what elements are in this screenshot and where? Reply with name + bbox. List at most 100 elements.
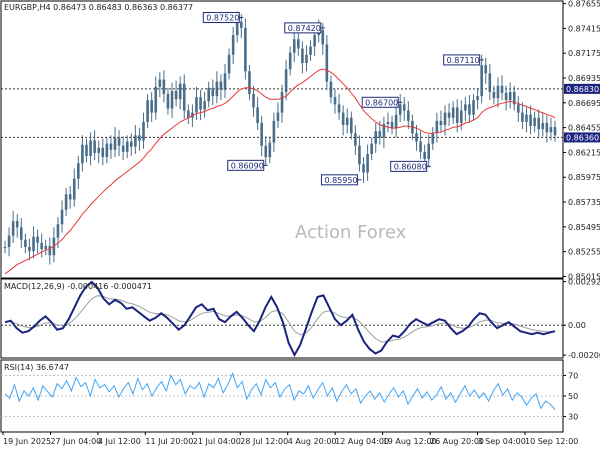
candle-body: [525, 114, 528, 122]
candle-body: [252, 94, 255, 108]
xaxis-tick-label: 10 Sep 12:00: [525, 437, 578, 446]
xaxis-tick-label: 3 Sep 04:00: [478, 437, 526, 446]
candle-body: [280, 91, 284, 113]
xaxis-tick-label: 27 Jun 04:00: [50, 437, 101, 446]
candle-body: [195, 97, 198, 113]
candle-body: [48, 245, 52, 256]
candle-body: [451, 107, 455, 118]
level-badge-label: 0.86360: [566, 133, 599, 142]
price-ytick-label: 0.85735: [568, 198, 600, 207]
candle-body: [125, 141, 129, 152]
candle-body: [64, 194, 68, 210]
xaxis-tick-label: 21 Jul 04:00: [193, 437, 241, 446]
level-badge: [564, 132, 600, 143]
candle-body: [455, 107, 459, 123]
candle-body: [313, 35, 316, 47]
candle-body: [309, 46, 312, 55]
candle-body: [292, 39, 296, 53]
candle-body: [537, 117, 541, 130]
candle-body: [305, 54, 308, 64]
candle-body: [464, 104, 467, 111]
candle-body: [7, 235, 11, 247]
price-ytick-label: 0.85255: [568, 248, 600, 257]
price-annotation-label: 0.87420: [288, 24, 321, 33]
price-annotation-box: [227, 159, 265, 171]
candle-body: [366, 153, 369, 173]
candle-body: [28, 246, 31, 252]
candle-body: [256, 107, 259, 123]
candle-body: [390, 121, 394, 129]
candle-body: [488, 73, 492, 92]
price-ytick-label: 0.85495: [568, 223, 600, 232]
candle-body: [85, 144, 88, 157]
candle-body: [89, 140, 92, 157]
price-annotation-label: 0.87520: [206, 14, 239, 23]
candle-body: [235, 21, 239, 36]
candle-body: [109, 143, 113, 150]
price-annotation-label: 0.85950: [324, 176, 357, 185]
candle-body: [81, 144, 84, 164]
moving-average-line: [4, 68, 556, 275]
candle-body: [142, 121, 145, 141]
candle-body: [382, 123, 386, 138]
candle-body: [248, 71, 251, 95]
xaxis-tick-label: 26 Aug 20:00: [430, 437, 484, 446]
candle-body: [276, 112, 280, 121]
candle-body: [329, 81, 333, 98]
candle-body: [423, 151, 426, 160]
rsi-ytick-label: 50: [568, 392, 578, 401]
price-annotation-label: 0.86090: [231, 161, 264, 170]
candle-body: [219, 81, 223, 90]
candle-body: [415, 133, 418, 142]
candle-body: [533, 117, 536, 127]
rsi-line: [4, 371, 556, 411]
candle-body: [101, 147, 105, 158]
candle-body: [341, 112, 345, 126]
xaxis-tick-label: 4 Jul 12:00: [98, 437, 141, 446]
candle-body: [459, 110, 463, 123]
candle-body: [325, 44, 329, 82]
candle-body: [223, 73, 227, 90]
macd-header: MACD(12,26,9) -0.000416 -0.000471: [4, 282, 152, 291]
level-badge: [564, 83, 600, 94]
candle-body: [211, 87, 215, 97]
candle-body: [11, 221, 15, 236]
candle-body: [297, 39, 300, 49]
candle-body: [484, 65, 488, 74]
candle-body: [36, 236, 39, 243]
candle-body: [358, 145, 361, 165]
candle-body: [447, 112, 451, 118]
price-ytick-label: 0.85975: [568, 173, 600, 182]
xaxis-tick-label: 4 Aug 20:00: [288, 437, 337, 446]
candle-body: [174, 90, 178, 100]
candle-body: [386, 121, 390, 124]
candle-body: [301, 48, 304, 64]
candle-body: [419, 141, 422, 152]
macd-line: [4, 280, 556, 358]
candle-body: [272, 120, 276, 143]
candle-body: [345, 117, 349, 126]
macd-ytick-label: 0.00: [568, 321, 586, 330]
level-badge-label: 0.86830: [566, 85, 599, 94]
candle-body: [170, 90, 174, 109]
candle-body: [19, 227, 23, 240]
candle-body: [154, 86, 158, 113]
candle-body: [77, 163, 80, 179]
candle-body: [150, 100, 153, 113]
candle-body: [227, 54, 231, 74]
price-ytick-label: 0.86455: [568, 124, 600, 133]
candle-body: [394, 114, 398, 129]
candle-body: [521, 112, 524, 122]
candle-body: [439, 120, 443, 126]
price-ytick-label: 0.86695: [568, 99, 600, 108]
candle-body: [480, 65, 483, 97]
candle-body: [72, 178, 76, 200]
candle-body: [60, 209, 64, 225]
price-ytick-label: 0.87415: [568, 24, 600, 33]
xaxis-tick-label: 28 Jul 12:00: [240, 437, 288, 446]
candle-body: [435, 120, 439, 134]
candle-body: [113, 137, 117, 150]
candle-body: [362, 164, 365, 173]
candle-body: [374, 131, 378, 144]
